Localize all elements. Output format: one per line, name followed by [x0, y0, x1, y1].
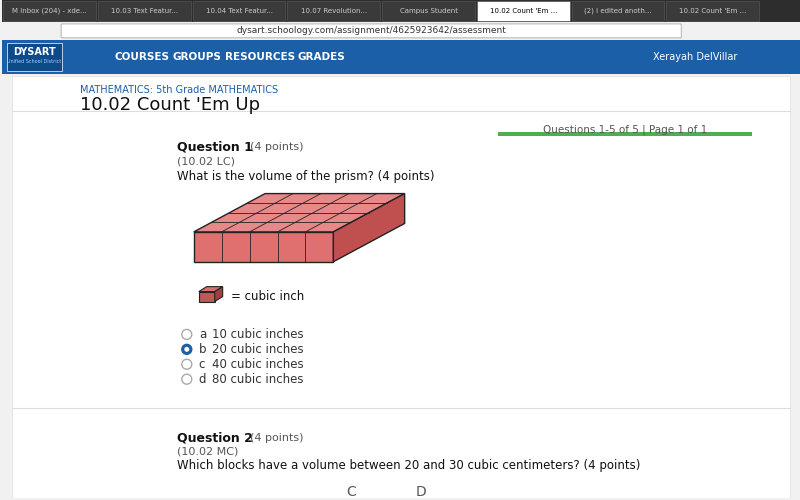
FancyBboxPatch shape: [572, 1, 664, 21]
FancyBboxPatch shape: [61, 24, 682, 38]
Text: DYSART: DYSART: [13, 47, 56, 57]
Text: 10.03 Text Featur...: 10.03 Text Featur...: [111, 8, 178, 14]
FancyBboxPatch shape: [477, 1, 570, 21]
Text: (10.02 MC): (10.02 MC): [177, 447, 238, 457]
Circle shape: [182, 374, 192, 384]
Text: dysart.schoology.com/assignment/4625923642/assessment: dysart.schoology.com/assignment/46259236…: [236, 26, 506, 36]
Text: (4 points): (4 points): [250, 433, 303, 443]
Text: b: b: [198, 343, 206, 356]
FancyBboxPatch shape: [2, 22, 800, 40]
Text: 10 cubic inches: 10 cubic inches: [212, 328, 303, 341]
Polygon shape: [194, 194, 405, 232]
Text: 10.04 Text Featur...: 10.04 Text Featur...: [206, 8, 273, 14]
Text: Campus Student: Campus Student: [399, 8, 458, 14]
Text: GROUPS: GROUPS: [172, 52, 221, 62]
Circle shape: [182, 360, 192, 369]
Text: RESOURCES: RESOURCES: [225, 52, 294, 62]
Text: Unified School District: Unified School District: [7, 59, 62, 64]
FancyBboxPatch shape: [3, 1, 96, 21]
FancyBboxPatch shape: [2, 0, 800, 22]
Text: D: D: [416, 484, 426, 498]
Text: 40 cubic inches: 40 cubic inches: [212, 358, 303, 371]
Text: 10.02 Count 'Em ...: 10.02 Count 'Em ...: [490, 8, 557, 14]
Polygon shape: [214, 286, 222, 302]
FancyBboxPatch shape: [98, 1, 190, 21]
FancyBboxPatch shape: [7, 43, 62, 70]
Text: MATHEMATICS: 5th Grade MATHEMATICS: MATHEMATICS: 5th Grade MATHEMATICS: [80, 84, 278, 94]
FancyBboxPatch shape: [12, 76, 790, 498]
Text: 10.02 Count 'Em Up: 10.02 Count 'Em Up: [80, 96, 260, 114]
Text: 10.07 Revolution...: 10.07 Revolution...: [301, 8, 367, 14]
Circle shape: [182, 330, 192, 340]
Circle shape: [184, 347, 190, 352]
Text: d: d: [198, 372, 206, 386]
Text: Xerayah DelVillar: Xerayah DelVillar: [653, 52, 738, 62]
Text: What is the volume of the prism? (4 points): What is the volume of the prism? (4 poin…: [177, 170, 434, 182]
Text: Question 1: Question 1: [177, 141, 253, 154]
Text: Question 2: Question 2: [177, 432, 253, 444]
Text: 10.02 Count 'Em ...: 10.02 Count 'Em ...: [679, 8, 746, 14]
Polygon shape: [194, 232, 334, 262]
Polygon shape: [198, 286, 222, 292]
FancyBboxPatch shape: [287, 1, 380, 21]
FancyBboxPatch shape: [666, 1, 759, 21]
FancyBboxPatch shape: [498, 132, 752, 136]
Text: 20 cubic inches: 20 cubic inches: [212, 343, 303, 356]
Text: GRADES: GRADES: [298, 52, 346, 62]
Text: c: c: [198, 358, 205, 371]
Text: Which blocks have a volume between 20 and 30 cubic centimeters? (4 points): Which blocks have a volume between 20 an…: [177, 460, 640, 472]
Text: 80 cubic inches: 80 cubic inches: [212, 372, 303, 386]
Text: M Inbox (204) - xde...: M Inbox (204) - xde...: [12, 8, 87, 14]
Text: = cubic inch: = cubic inch: [230, 290, 304, 303]
FancyBboxPatch shape: [382, 1, 475, 21]
Text: COURSES: COURSES: [114, 52, 170, 62]
FancyBboxPatch shape: [193, 1, 286, 21]
Polygon shape: [334, 194, 405, 262]
Circle shape: [182, 344, 192, 354]
Text: (4 points): (4 points): [250, 142, 303, 152]
Text: (10.02 LC): (10.02 LC): [177, 156, 235, 166]
Text: Questions 1-5 of 5 | Page 1 of 1: Questions 1-5 of 5 | Page 1 of 1: [543, 124, 708, 134]
Text: a: a: [198, 328, 206, 341]
Polygon shape: [198, 292, 214, 302]
Text: (2) i edited anoth...: (2) i edited anoth...: [584, 8, 652, 14]
FancyBboxPatch shape: [2, 40, 800, 74]
Text: C: C: [346, 484, 356, 498]
